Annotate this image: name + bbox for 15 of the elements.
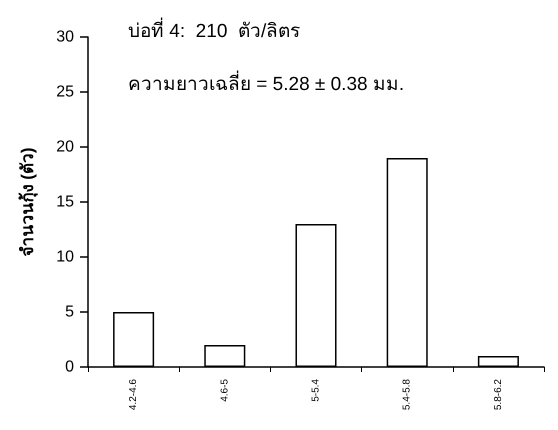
y-tick-label: 30 [56, 28, 74, 46]
annotation: บ่อที่ 4: 210 ตัว/ลิตร [128, 17, 300, 42]
y-tick-label: 10 [56, 248, 74, 266]
x-tick-label: 5-5.4 [310, 378, 322, 402]
annotation: ความยาวเฉลี่ย = 5.28 ± 0.38 มม. [128, 70, 404, 95]
y-tick-label: 20 [56, 138, 74, 156]
y-tick-label: 15 [56, 194, 74, 210]
y-axis-title: จำนวนกุ้ง (ตัว) [18, 147, 38, 257]
y-tick-label: 5 [65, 304, 74, 320]
x-tick-label: 4.2-4.6 [128, 378, 140, 410]
y-tick-label: 25 [56, 84, 74, 100]
x-tick-label: 4.6-5 [219, 378, 230, 402]
y-tick-label: 0 [65, 358, 74, 376]
x-tick-label: 5.8-6.2 [492, 378, 504, 410]
x-tick-label: 5.4-5.8 [402, 378, 413, 410]
